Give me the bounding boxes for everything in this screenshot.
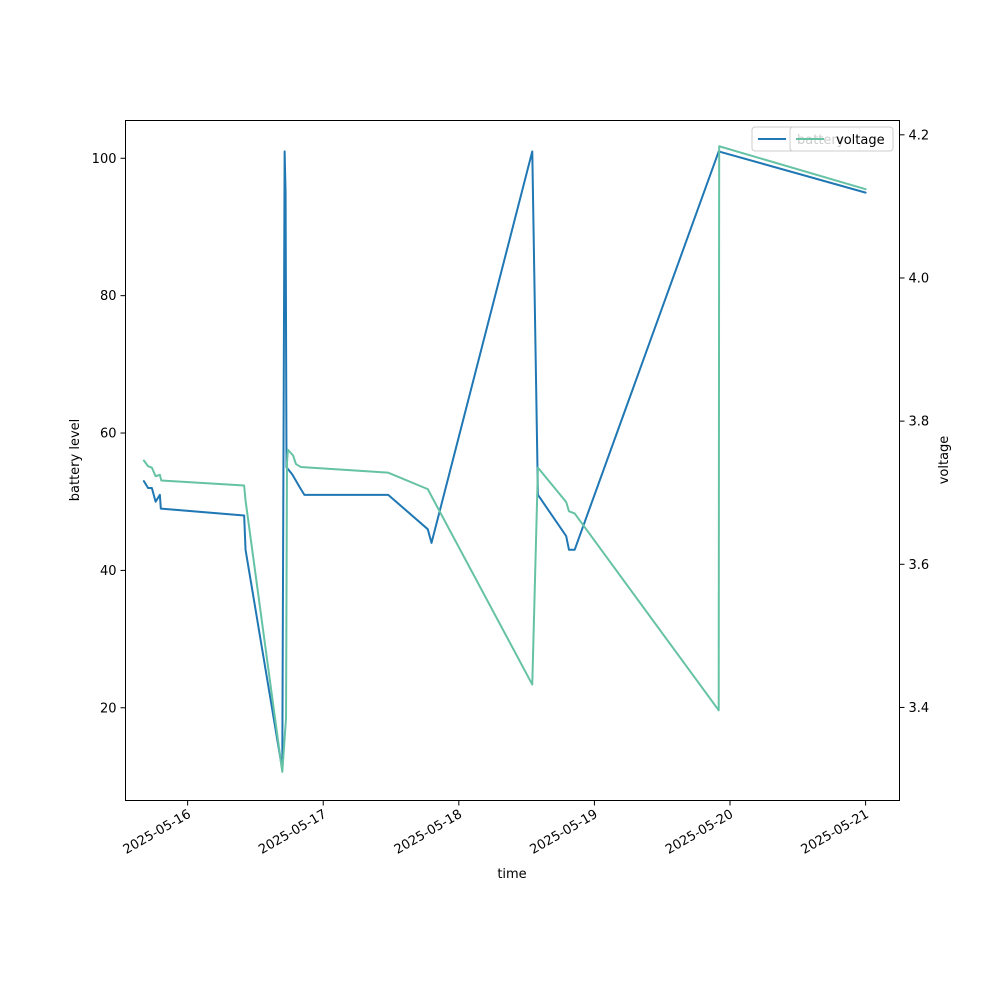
x-tick-label: 2025-05-21 [799, 807, 872, 858]
x-tick-label: 2025-05-19 [527, 807, 600, 858]
y-right-tick-label: 3.8 [909, 415, 930, 430]
plot-area [142, 145, 867, 773]
y-left-tick-label: 100 [92, 152, 117, 167]
x-tick-label: 2025-05-16 [121, 807, 194, 858]
y-axis-label-right: voltage [937, 436, 952, 485]
legend-voltage: voltage [789, 126, 894, 152]
x-axis-label: time [497, 867, 526, 882]
y-right-tick-label: 3.6 [909, 558, 930, 573]
x-tick-label: 2025-05-18 [392, 807, 465, 858]
y-left-tick-label: 40 [100, 564, 117, 579]
plot-frame [125, 120, 900, 801]
legend-voltage-box [789, 126, 894, 152]
y-left-tick-label: 60 [100, 427, 117, 442]
y-right-tick-label: 3.4 [909, 701, 930, 716]
series-line-voltage [142, 145, 867, 773]
x-tick-label: 2025-05-17 [256, 807, 329, 858]
y-left-tick-label: 80 [100, 289, 117, 304]
y-axis-label-left: battery level [68, 419, 83, 502]
series-line-battery [142, 150, 867, 771]
y-right-tick-label: 4.0 [909, 271, 930, 286]
y-left-tick-label: 20 [100, 701, 117, 716]
y-right-tick-label: 4.2 [909, 128, 930, 143]
x-tick-label: 2025-05-20 [663, 807, 736, 858]
legend-voltage-label: voltage [836, 133, 885, 148]
